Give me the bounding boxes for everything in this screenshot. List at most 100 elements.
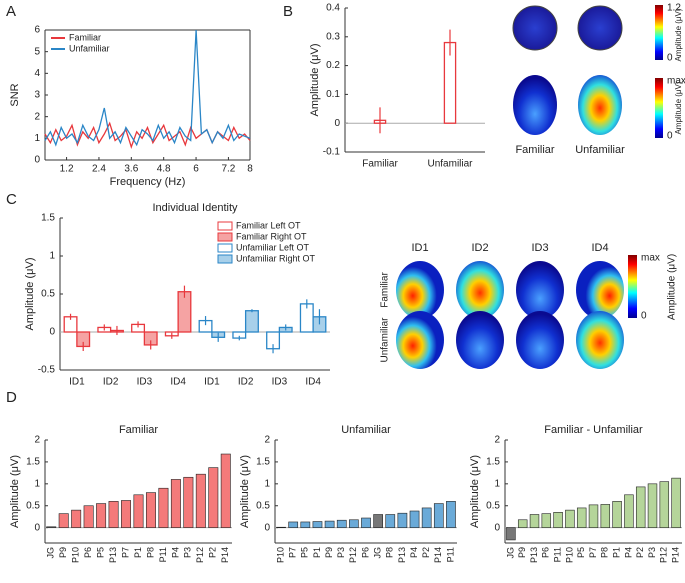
x-tick-label: ID3 xyxy=(272,377,288,388)
bar xyxy=(624,494,634,528)
x-tick-label: 7.2 xyxy=(221,164,235,175)
x-tick-label: P8 xyxy=(385,547,395,558)
bar xyxy=(565,509,575,528)
head-map xyxy=(576,311,624,369)
y-tick-label: 0 xyxy=(494,522,500,533)
x-tick-label: P1 xyxy=(611,547,621,558)
y-tick-label: 0.5 xyxy=(41,289,55,300)
bar xyxy=(588,504,599,528)
panel-label: C xyxy=(6,191,17,208)
x-tick-label: JG xyxy=(505,547,515,559)
x-tick-label: P7 xyxy=(120,547,130,558)
x-tick-label: P8 xyxy=(145,547,155,558)
colorbar-title: Amplitude (μV) xyxy=(667,254,678,320)
bar xyxy=(529,514,540,528)
chart-title: Individual Identity xyxy=(153,202,238,214)
x-tick-label: ID2 xyxy=(238,377,254,388)
bar xyxy=(133,494,144,528)
colorbar-title: Amplitude (μV) xyxy=(674,81,683,134)
bar xyxy=(409,510,420,528)
colorbar xyxy=(628,255,637,318)
x-tick-label: ID2 xyxy=(103,377,119,388)
column-label: ID2 xyxy=(471,242,488,254)
y-tick-label: 0.5 xyxy=(486,500,500,511)
bar xyxy=(397,512,408,528)
bar xyxy=(121,500,132,528)
bar xyxy=(276,526,286,529)
y-tick-label: 1 xyxy=(49,251,55,262)
colorbar-label: 0 xyxy=(667,131,673,142)
x-tick-label: P13 xyxy=(397,547,407,563)
bar xyxy=(195,473,206,528)
topomaps-c: ID1 ID2 ID3 ID4 Familiar Unfamiliar max … xyxy=(380,242,678,369)
y-axis-label: Amplitude (μV) xyxy=(239,455,251,528)
legend-label: Unfamiliar xyxy=(69,43,110,53)
colorbar-title: Amplitude (μV) xyxy=(674,8,683,61)
bar xyxy=(349,519,359,528)
y-tick-label: 0 xyxy=(34,522,40,533)
bar xyxy=(659,481,670,528)
bar xyxy=(361,517,371,528)
bar xyxy=(300,521,311,528)
x-tick-label: P8 xyxy=(600,547,610,558)
legend-swatch xyxy=(217,243,233,253)
x-tick-label: P3 xyxy=(647,547,657,558)
x-tick-label: 8 xyxy=(247,164,253,175)
legend-label: Unfamiliar Left OT xyxy=(236,242,310,252)
bar xyxy=(576,507,587,528)
legend-swatch xyxy=(217,232,233,242)
y-tick-label: 1 xyxy=(494,478,500,489)
head-map xyxy=(456,311,504,369)
x-tick-label: P13 xyxy=(108,547,118,563)
y-axis-label: Amplitude (μV) xyxy=(309,44,321,117)
head-map xyxy=(576,261,624,319)
x-tick-label: P7 xyxy=(288,547,298,558)
x-tick-label: P3 xyxy=(336,547,346,558)
bar xyxy=(183,476,194,528)
y-tick-label: 2 xyxy=(34,435,40,446)
y-axis-label: Amplitude (μV) xyxy=(24,258,36,331)
x-tick-label: P11 xyxy=(445,547,455,562)
y-tick-label: 1.5 xyxy=(486,457,500,468)
bar xyxy=(600,504,611,528)
x-tick-label: P1 xyxy=(133,547,143,558)
x-tick-label: P9 xyxy=(324,547,334,558)
legend-label: Familiar Left OT xyxy=(236,220,301,230)
bar xyxy=(288,521,299,528)
x-tick-label: ID4 xyxy=(170,377,186,388)
column-label: ID1 xyxy=(411,242,428,254)
x-tick-label: P10 xyxy=(564,547,574,563)
bar xyxy=(517,519,528,528)
bar xyxy=(385,514,396,528)
y-tick-label: 0 xyxy=(264,522,270,533)
legend-label: Familiar Right OT xyxy=(236,231,307,241)
x-tick-label: P2 xyxy=(421,547,431,558)
topomap xyxy=(577,5,623,51)
head-map xyxy=(396,261,444,319)
x-tick-label: P12 xyxy=(348,547,358,563)
row-label: Unfamiliar xyxy=(380,317,391,363)
x-tick-label: P6 xyxy=(360,547,370,558)
y-tick-label: 0.3 xyxy=(326,31,340,42)
y-tick-label: 0.5 xyxy=(26,500,40,511)
bar xyxy=(244,310,259,333)
bar xyxy=(373,514,383,528)
colorbar-label: max xyxy=(667,76,685,87)
x-tick-label: P4 xyxy=(409,547,419,558)
y-tick-label: -0.5 xyxy=(38,365,56,376)
y-tick-label: 1.5 xyxy=(26,457,40,468)
map-label: Unfamiliar xyxy=(575,144,625,156)
x-tick-label: P2 xyxy=(208,547,218,558)
y-tick-label: 0.5 xyxy=(256,500,270,511)
x-tick-label: P3 xyxy=(183,547,193,558)
line-series xyxy=(44,121,251,150)
x-tick-label: 4.8 xyxy=(157,164,171,175)
bar xyxy=(108,501,119,528)
y-axis-label: Amplitude (μV) xyxy=(469,455,481,528)
x-tick-label: ID1 xyxy=(69,377,85,388)
colorbar xyxy=(655,5,663,60)
bar xyxy=(324,520,335,528)
bar xyxy=(71,509,82,528)
x-axis-label: Frequency (Hz) xyxy=(110,176,186,188)
y-tick-label: 2 xyxy=(34,111,40,122)
